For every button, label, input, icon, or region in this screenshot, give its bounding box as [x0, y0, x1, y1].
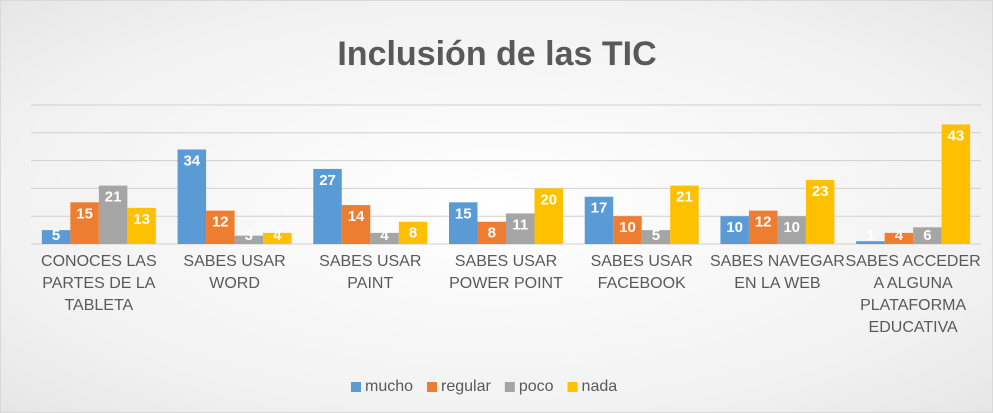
data-label: 4: [380, 227, 389, 244]
bar: [177, 149, 207, 244]
legend-swatch: [427, 382, 438, 392]
bar: [41, 230, 71, 244]
bar: [913, 227, 942, 244]
bar: [805, 180, 835, 244]
data-label: 10: [783, 219, 800, 236]
bar: [370, 232, 399, 244]
legend-swatch: [567, 382, 578, 392]
data-label: 21: [676, 189, 693, 206]
legend-label: nada: [582, 378, 618, 395]
bar: [856, 241, 885, 244]
data-label: 8: [409, 225, 417, 242]
data-label: 27: [319, 172, 336, 189]
data-label: 12: [212, 214, 229, 231]
data-label: 4: [273, 227, 282, 244]
bar: [941, 124, 971, 244]
bar: [534, 188, 563, 244]
bar: [98, 185, 128, 244]
data-label: 5: [52, 227, 60, 244]
data-label: 11: [512, 216, 528, 233]
x-tick-label: SABES USAR POWER POINT: [449, 253, 563, 292]
data-label: 21: [105, 189, 122, 206]
bar: [506, 213, 535, 244]
data-label: 13: [133, 211, 150, 228]
data-label: 1: [866, 227, 874, 244]
bar: [777, 216, 806, 244]
legend-swatch: [351, 382, 361, 392]
data-label: 10: [619, 219, 636, 236]
data-label: 3: [245, 227, 253, 244]
bar: [263, 232, 292, 244]
bar: [670, 185, 699, 244]
bar: [613, 216, 642, 244]
data-label: 14: [348, 208, 365, 225]
bar: [641, 230, 671, 244]
bar: [449, 202, 478, 244]
data-label: 8: [488, 225, 496, 242]
x-tick-label: CONOCES LAS PARTES DE LA TABLETA: [41, 253, 157, 314]
data-label: 43: [948, 127, 965, 144]
data-label: 23: [812, 183, 829, 200]
bar: [127, 207, 156, 244]
data-label: 34: [183, 152, 200, 169]
bar: [398, 221, 428, 244]
bar: [884, 232, 914, 244]
data-label: 17: [591, 200, 608, 217]
data-label: 6: [923, 227, 931, 244]
x-tick-label: SABES NAVEGAR EN LA WEB: [709, 253, 845, 292]
bar: [584, 196, 614, 244]
x-tick-label: SABES USAR WORD: [183, 253, 286, 292]
data-label: 20: [540, 191, 557, 208]
data-label: 10: [726, 219, 743, 236]
bar: [70, 202, 99, 244]
bar: [234, 235, 264, 244]
legend-label: mucho: [365, 378, 413, 395]
x-tick-label: SABES ACCEDER A ALGUNA PLATAFORMA EDUCAT…: [845, 253, 981, 336]
legend-label: regular: [441, 378, 491, 395]
bar: [206, 210, 235, 244]
x-tick-label: SABES USAR FACEBOOK: [590, 253, 693, 292]
bar: [477, 221, 506, 244]
bar: [720, 216, 749, 244]
data-label: 12: [755, 214, 772, 231]
data-label: 4: [895, 227, 904, 244]
data-label: 15: [76, 205, 93, 222]
bar: [748, 210, 778, 244]
data-label: 15: [455, 205, 472, 222]
data-label: 5: [652, 227, 660, 244]
x-tick-label: SABES USAR PAINT: [319, 253, 422, 292]
legend-label: poco: [519, 378, 554, 395]
bar: [341, 205, 371, 244]
bar: [313, 168, 342, 244]
legend-swatch: [504, 382, 515, 392]
chart-title: Inclusión de las TIC: [337, 35, 656, 73]
